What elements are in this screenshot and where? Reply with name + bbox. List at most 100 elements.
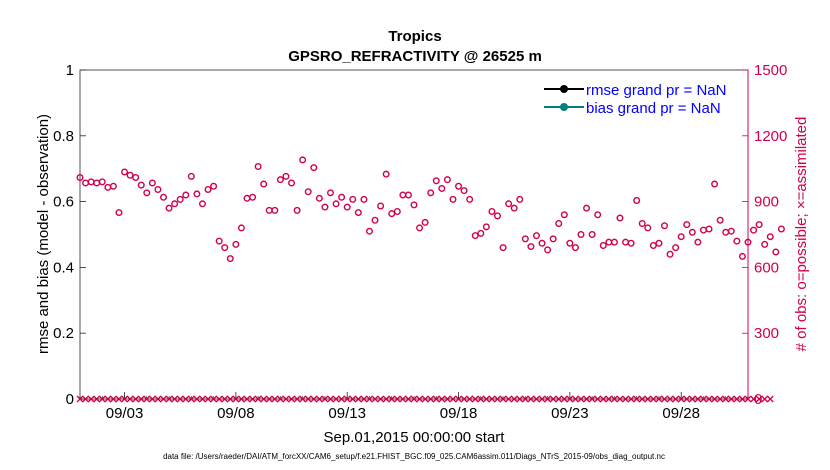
y-right-tick-label: 900 xyxy=(754,194,779,211)
obs-possible-point xyxy=(171,200,179,208)
obs-possible-point xyxy=(377,202,385,210)
obs-assimilated-point xyxy=(232,395,240,403)
obs-possible-point xyxy=(148,179,156,187)
obs-assimilated-point xyxy=(171,395,179,403)
obs-possible-point xyxy=(137,181,145,189)
obs-possible-point xyxy=(249,193,257,201)
obs-assimilated-point xyxy=(327,395,334,403)
legend-bias: bias grand pr = NaN xyxy=(586,100,721,117)
obs-assimilated-point xyxy=(121,395,128,403)
y-right-tick-label: 1200 xyxy=(754,128,787,145)
obs-possible-point xyxy=(232,240,240,248)
obs-assimilated-point xyxy=(349,395,357,403)
obs-possible-point xyxy=(727,227,735,235)
obs-possible-point xyxy=(694,238,702,246)
obs-assimilated-point xyxy=(115,395,123,403)
y-right-tick-label: 300 xyxy=(754,325,779,342)
obs-assimilated-point xyxy=(243,395,251,403)
obs-assimilated-point xyxy=(738,395,746,403)
obs-assimilated-point xyxy=(571,395,579,403)
obs-assimilated-point xyxy=(700,395,707,403)
obs-possible-point xyxy=(761,240,769,248)
obs-possible-point xyxy=(750,226,758,234)
obs-assimilated-point xyxy=(237,395,245,403)
x-tick-label: 09/08 xyxy=(217,405,255,422)
obs-assimilated-point xyxy=(282,395,290,403)
obs-assimilated-point xyxy=(265,395,273,403)
obs-assimilated-point xyxy=(560,395,568,403)
obs-assimilated-point xyxy=(226,395,234,403)
obs-assimilated-point xyxy=(254,395,262,403)
obs-possible-point xyxy=(555,220,563,228)
x-tick-label: 09/03 xyxy=(106,405,144,422)
obs-possible-point xyxy=(666,250,674,258)
obs-assimilated-point xyxy=(76,395,84,403)
obs-assimilated-point xyxy=(404,395,412,403)
obs-assimilated-point xyxy=(588,395,596,403)
obs-assimilated-point xyxy=(438,395,446,403)
obs-assimilated-point xyxy=(649,395,657,403)
obs-assimilated-point xyxy=(516,395,524,403)
obs-possible-point xyxy=(672,244,680,252)
obs-assimilated-point xyxy=(711,395,719,403)
chart-title: Tropics xyxy=(388,28,441,45)
obs-assimilated-point xyxy=(321,395,329,403)
obs-possible-point xyxy=(237,224,245,232)
x-tick-label: 09/13 xyxy=(328,405,366,422)
obs-possible-point xyxy=(338,193,346,201)
obs-assimilated-point xyxy=(755,395,763,403)
obs-assimilated-point xyxy=(694,395,702,403)
obs-assimilated-point xyxy=(599,395,607,403)
obs-assimilated-point xyxy=(443,395,451,403)
y-tick-label: 0.8 xyxy=(53,128,74,145)
obs-possible-point xyxy=(488,207,496,215)
obs-assimilated-point xyxy=(143,395,151,403)
obs-assimilated-point xyxy=(109,395,117,403)
obs-possible-point xyxy=(432,177,440,185)
obs-assimilated-point xyxy=(460,395,468,403)
obs-possible-point xyxy=(282,172,290,180)
obs-possible-point xyxy=(293,206,301,214)
obs-possible-point xyxy=(466,195,474,203)
obs-assimilated-point xyxy=(744,395,752,403)
obs-assimilated-point xyxy=(304,395,312,403)
y-tick-label: 0.6 xyxy=(53,194,74,211)
obs-assimilated-point xyxy=(315,395,323,403)
obs-assimilated-point xyxy=(616,395,624,403)
obs-possible-point xyxy=(577,230,585,238)
obs-assimilated-point xyxy=(199,395,206,403)
obs-possible-point xyxy=(683,221,691,229)
obs-assimilated-point xyxy=(610,395,618,403)
obs-assimilated-point xyxy=(366,395,373,403)
obs-assimilated-point xyxy=(727,395,735,403)
obs-possible-point xyxy=(449,195,457,203)
obs-assimilated-point xyxy=(204,395,212,403)
obs-assimilated-point xyxy=(388,395,396,403)
obs-possible-point xyxy=(644,224,652,232)
obs-assimilated-point xyxy=(98,395,106,403)
obs-assimilated-point xyxy=(672,395,680,403)
obs-possible-point xyxy=(410,201,418,209)
x-tick-label: 09/18 xyxy=(440,405,478,422)
obs-possible-point xyxy=(416,224,424,232)
obs-possible-point xyxy=(254,163,262,171)
obs-assimilated-point xyxy=(661,395,668,403)
legend-rmse: rmse grand pr = NaN xyxy=(586,82,726,99)
obs-assimilated-point xyxy=(354,395,362,403)
obs-possible-point xyxy=(360,195,368,203)
obs-assimilated-point xyxy=(655,395,663,403)
obs-assimilated-point xyxy=(455,395,462,403)
obs-possible-point xyxy=(438,184,446,192)
obs-assimilated-point xyxy=(538,395,546,403)
obs-assimilated-point xyxy=(432,395,440,403)
obs-possible-point xyxy=(455,182,463,190)
obs-assimilated-point xyxy=(683,395,691,403)
obs-possible-point xyxy=(365,227,373,235)
obs-assimilated-point xyxy=(215,395,223,403)
obs-assimilated-point xyxy=(176,395,184,403)
obs-possible-point xyxy=(126,171,134,179)
obs-possible-point xyxy=(304,188,312,196)
obs-possible-point xyxy=(516,195,524,203)
obs-possible-point xyxy=(154,186,162,194)
